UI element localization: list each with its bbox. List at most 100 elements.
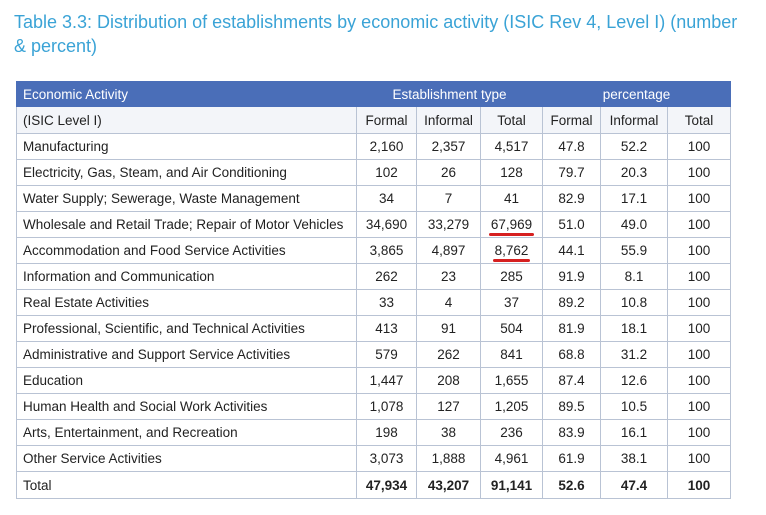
cell-pct-informal: 12.6 [600, 367, 668, 394]
cell-pct-total: 100 [667, 133, 731, 160]
total-pct-total: 100 [667, 471, 731, 499]
cell-informal: 38 [416, 419, 481, 446]
cell-total: 1,655 [480, 367, 543, 394]
cell-formal: 579 [356, 341, 417, 368]
cell-activity: Real Estate Activities [16, 289, 357, 316]
total-total: 91,141 [480, 471, 543, 499]
cell-activity: Administrative and Support Service Activ… [16, 341, 357, 368]
cell-total: 37 [480, 289, 543, 316]
table-row: Wholesale and Retail Trade; Repair of Mo… [16, 211, 731, 238]
cell-pct-total: 100 [667, 211, 731, 238]
cell-informal: 91 [416, 315, 481, 342]
cell-pct-formal: 83.9 [542, 419, 601, 446]
cell-pct-total: 100 [667, 289, 731, 316]
cell-informal: 4 [416, 289, 481, 316]
cell-pct-informal: 49.0 [600, 211, 668, 238]
cell-pct-formal: 47.8 [542, 133, 601, 160]
cell-informal: 2,357 [416, 133, 481, 160]
cell-total: 41 [480, 185, 543, 212]
total-pct-informal: 47.4 [600, 471, 668, 499]
table-caption: Table 3.3: Distribution of establishment… [14, 12, 738, 56]
header-pct-total: Total [667, 106, 731, 134]
cell-pct-total: 100 [667, 185, 731, 212]
header-informal: Informal [416, 106, 481, 134]
cell-pct-informal: 17.1 [600, 185, 668, 212]
cell-pct-informal: 55.9 [600, 237, 668, 264]
underlined-value: 67,969 [488, 217, 535, 236]
cell-total: 67,969 [480, 211, 543, 238]
cell-informal: 26 [416, 159, 481, 186]
cell-pct-formal: 91.9 [542, 263, 601, 290]
total-row: Total 47,934 43,207 91,141 52.6 47.4 100 [16, 471, 731, 499]
table-row: Electricity, Gas, Steam, and Air Conditi… [16, 159, 731, 186]
cell-formal: 34,690 [356, 211, 417, 238]
cell-informal: 262 [416, 341, 481, 368]
cell-pct-total: 100 [667, 159, 731, 186]
cell-total: 236 [480, 419, 543, 446]
cell-pct-formal: 82.9 [542, 185, 601, 212]
cell-informal: 23 [416, 263, 481, 290]
header-isic-level: (ISIC Level I) [16, 106, 357, 134]
header-row-groups: Economic Activity Establishment type per… [16, 81, 731, 107]
table-row: Accommodation and Food Service Activitie… [16, 237, 731, 264]
cell-activity: Manufacturing [16, 133, 357, 160]
cell-pct-informal: 10.8 [600, 289, 668, 316]
cell-pct-formal: 79.7 [542, 159, 601, 186]
total-label: Total [16, 471, 357, 499]
table-row: Education 1,447 208 1,655 87.4 12.6 100 [16, 367, 731, 394]
cell-pct-informal: 16.1 [600, 419, 668, 446]
cell-formal: 33 [356, 289, 417, 316]
table-row: Human Health and Social Work Activities 1… [16, 393, 731, 420]
header-pct-informal: Informal [600, 106, 668, 134]
cell-pct-informal: 18.1 [600, 315, 668, 342]
cell-pct-informal: 38.1 [600, 445, 668, 472]
cell-activity: Information and Communication [16, 263, 357, 290]
establishments-table: Economic Activity Establishment type per… [16, 81, 731, 499]
cell-total: 4,961 [480, 445, 543, 472]
cell-activity: Electricity, Gas, Steam, and Air Conditi… [16, 159, 357, 186]
cell-pct-total: 100 [667, 263, 731, 290]
cell-formal: 198 [356, 419, 417, 446]
table-row: Information and Communication 262 23 285 91.… [16, 263, 731, 290]
table-row: Real Estate Activities 33 4 37 89.2 10.8 100 [16, 289, 731, 316]
cell-formal: 262 [356, 263, 417, 290]
cell-pct-total: 100 [667, 315, 731, 342]
header-row-columns: (ISIC Level I) Formal Informal Total For… [16, 106, 731, 134]
total-pct-formal: 52.6 [542, 471, 601, 499]
cell-formal: 102 [356, 159, 417, 186]
header-total: Total [480, 106, 543, 134]
header-formal: Formal [356, 106, 417, 134]
cell-pct-informal: 10.5 [600, 393, 668, 420]
cell-pct-formal: 81.9 [542, 315, 601, 342]
table-row: Manufacturing 2,160 2,357 4,517 47.8 52.2 100 [16, 133, 731, 160]
cell-formal: 1,078 [356, 393, 417, 420]
cell-activity: Accommodation and Food Service Activitie… [16, 237, 357, 264]
table-row: Administrative and Support Service Activ… [16, 341, 731, 368]
table-row: Professional, Scientific, and Technical … [16, 315, 731, 342]
cell-total: 128 [480, 159, 543, 186]
cell-pct-formal: 61.9 [542, 445, 601, 472]
header-pct-formal: Formal [542, 106, 601, 134]
cell-pct-informal: 8.1 [600, 263, 668, 290]
cell-total: 4,517 [480, 133, 543, 160]
cell-informal: 1,888 [416, 445, 481, 472]
cell-total: 1,205 [480, 393, 543, 420]
cell-activity: Human Health and Social Work Activities [16, 393, 357, 420]
cell-informal: 208 [416, 367, 481, 394]
cell-pct-formal: 44.1 [542, 237, 601, 264]
cell-formal: 2,160 [356, 133, 417, 160]
cell-pct-total: 100 [667, 445, 731, 472]
cell-formal: 3,073 [356, 445, 417, 472]
cell-pct-formal: 89.2 [542, 289, 601, 316]
cell-informal: 7 [416, 185, 481, 212]
total-formal: 47,934 [356, 471, 417, 499]
cell-pct-total: 100 [667, 367, 731, 394]
total-informal: 43,207 [416, 471, 481, 499]
cell-activity: Education [16, 367, 357, 394]
cell-pct-formal: 68.8 [542, 341, 601, 368]
table-row: Arts, Entertainment, and Recreation 198 38… [16, 419, 731, 446]
cell-total: 504 [480, 315, 543, 342]
cell-total: 285 [480, 263, 543, 290]
cell-activity: Arts, Entertainment, and Recreation [16, 419, 357, 446]
cell-total: 841 [480, 341, 543, 368]
